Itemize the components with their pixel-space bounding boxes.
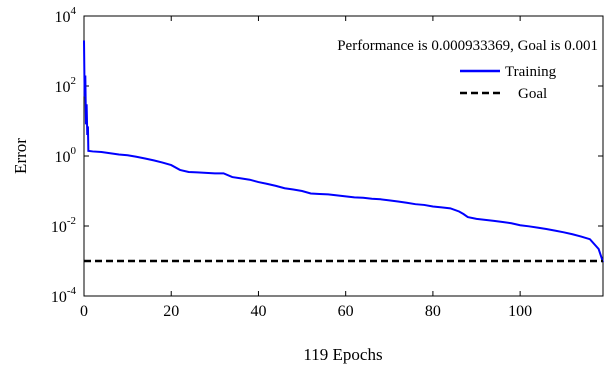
plot-area (83, 15, 604, 297)
legend: Training Goal (460, 64, 557, 102)
x-tick-label: 20 (163, 303, 179, 320)
series-layer (83, 40, 604, 263)
y-tick-label: 104 (55, 5, 77, 26)
y-tick-label: 10-2 (51, 215, 76, 236)
x-tick-label: 40 (250, 303, 266, 320)
y-tick-label: 10-4 (51, 285, 77, 306)
legend-label-training: Training (505, 64, 557, 80)
y-axis-title: Error (11, 138, 30, 174)
annotation-text: Performance is 0.000933369, Goal is 0.00… (337, 38, 598, 54)
legend-label-goal: Goal (518, 86, 547, 102)
x-axis: 0 20 40 60 80 100 (80, 16, 532, 320)
x-tick-label: 60 (338, 303, 354, 320)
x-tick-label: 100 (508, 303, 532, 320)
series-line-training (83, 40, 604, 263)
x-tick-label: 0 (80, 303, 88, 320)
y-axis: 10-4 10-2 100 102 104 (51, 5, 603, 306)
x-tick-label: 80 (425, 303, 441, 320)
y-tick-label: 102 (55, 75, 77, 96)
x-axis-title: 119 Epochs (303, 345, 382, 364)
y-tick-label: 100 (55, 145, 77, 166)
